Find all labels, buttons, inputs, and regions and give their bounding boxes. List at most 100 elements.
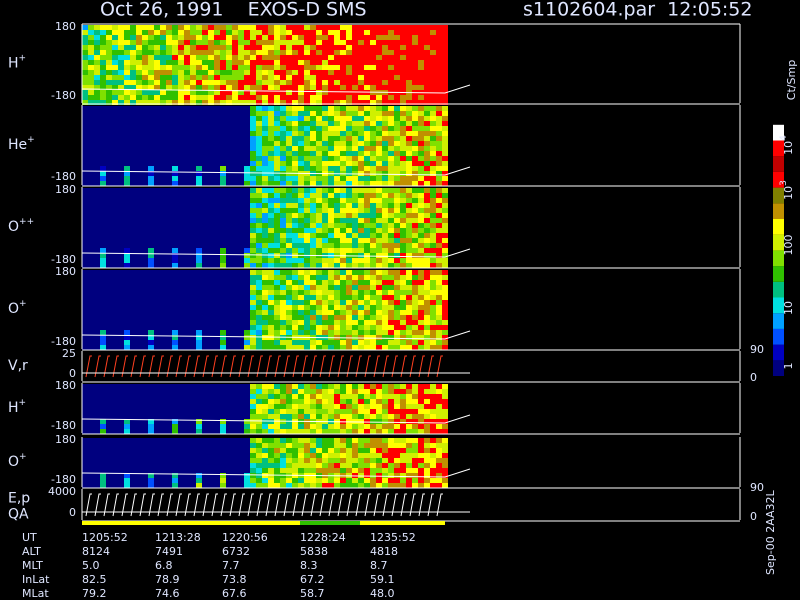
spectrogram-cell [100, 315, 106, 320]
spectrogram-cell [82, 116, 88, 121]
spectrogram-cell [292, 310, 298, 315]
spectrogram-cell [268, 258, 274, 263]
spectrogram-cell [316, 131, 322, 136]
spectrogram-cell [382, 223, 388, 228]
spectrogram-cell [124, 75, 130, 80]
spectrogram-cell [256, 136, 262, 141]
spectrogram-cell [250, 45, 256, 50]
spectrogram-cell [190, 270, 196, 275]
spectrogram-cell [88, 141, 94, 146]
spectrogram-cell [304, 448, 310, 453]
spectrogram-cell [316, 300, 322, 305]
spectrogram-cell [304, 203, 310, 208]
spectrogram-cell [352, 399, 358, 404]
spectrogram-cell [130, 305, 136, 310]
spectrogram-cell [262, 30, 268, 35]
spectrogram-cell [382, 243, 388, 248]
spectrogram-cell [130, 166, 136, 171]
spectrogram-cell [166, 218, 172, 223]
spectrogram-cell [178, 85, 184, 90]
spectrogram-cell [364, 228, 370, 233]
spectrogram-cell [292, 35, 298, 40]
spectrogram-cell [220, 414, 226, 419]
spectrogram-cell [124, 280, 130, 285]
spectrogram-cell [406, 100, 412, 105]
spectrogram-cell [352, 100, 358, 105]
spectrogram-cell [106, 384, 112, 389]
spectrogram-cell [442, 305, 448, 310]
spectrogram-cell [244, 270, 250, 275]
spectrogram-cell [118, 478, 124, 483]
spectrogram-cell [232, 111, 238, 116]
spectrogram-cell [274, 45, 280, 50]
spectrogram-cell [424, 330, 430, 335]
spectrogram-cell [298, 35, 304, 40]
label-base: H [8, 400, 19, 416]
spectrogram-cell [310, 70, 316, 75]
spectrogram-cell [304, 325, 310, 330]
spectrogram-cell [376, 193, 382, 198]
spectrogram-cell [316, 151, 322, 156]
spectrogram-cell [442, 75, 448, 80]
spectrogram-cell [424, 111, 430, 116]
spectrogram-cell [118, 443, 124, 448]
spectrogram-cell [358, 295, 364, 300]
spectrogram-cell [82, 270, 88, 275]
spectrogram-cell [154, 100, 160, 105]
spectrogram-cell [208, 424, 214, 429]
spectrogram-cell [364, 305, 370, 310]
spectrogram-cell [232, 100, 238, 105]
spectrogram-cell [244, 419, 250, 424]
spectrogram-cell [322, 85, 328, 90]
spectrogram-cell [154, 310, 160, 315]
spectrogram-cell [262, 414, 268, 419]
spectrogram-cell [202, 280, 208, 285]
spectrogram-cell [442, 208, 448, 213]
spectrogram-cell [232, 463, 238, 468]
spectrogram-cell [280, 55, 286, 60]
spectrogram-cell [130, 253, 136, 258]
spectrogram-cell [160, 50, 166, 55]
spectrogram-cell [430, 300, 436, 305]
spectrogram-cell [352, 285, 358, 290]
spectrogram-cell [286, 35, 292, 40]
spectrogram-cell [142, 238, 148, 243]
spectrogram-cell [142, 389, 148, 394]
spectrogram-cell [298, 60, 304, 65]
spectrogram-cell [100, 258, 106, 263]
spectrogram-cell [238, 35, 244, 40]
spectrogram-cell [82, 300, 88, 305]
spectrogram-cell [208, 136, 214, 141]
spectrogram-cell [376, 424, 382, 429]
spectrogram-cell [94, 238, 100, 243]
spectrogram-cell [136, 258, 142, 263]
spectrogram-cell [244, 193, 250, 198]
spectrogram-cell [346, 384, 352, 389]
spectrogram-cell [394, 404, 400, 409]
spectrogram-cell [94, 315, 100, 320]
spectrogram-cell [208, 228, 214, 233]
spectrogram-cell [256, 156, 262, 161]
spectrogram-cell [340, 208, 346, 213]
spectrogram-cell [382, 218, 388, 223]
spectrogram-cell [238, 399, 244, 404]
spectrogram-cell [82, 121, 88, 126]
spectrogram-cell [196, 176, 202, 181]
spectrogram-cell [88, 473, 94, 478]
spectrogram-cell [184, 280, 190, 285]
spectrogram-cell [388, 55, 394, 60]
spectrogram-cell [292, 50, 298, 55]
spectrogram-cell [358, 111, 364, 116]
spectrogram-cell [376, 213, 382, 218]
spectrogram-cell [364, 100, 370, 105]
spectrogram-cell [322, 90, 328, 95]
spectrogram-cell [310, 330, 316, 335]
spectrogram-cell [100, 50, 106, 55]
spectrogram-cell [130, 100, 136, 105]
spectrogram-cell [94, 208, 100, 213]
spectrogram-cell [178, 448, 184, 453]
spectrogram-cell [124, 290, 130, 295]
spectrogram-cell [220, 208, 226, 213]
spectrogram-cell [256, 40, 262, 45]
spectrogram-cell [154, 305, 160, 310]
